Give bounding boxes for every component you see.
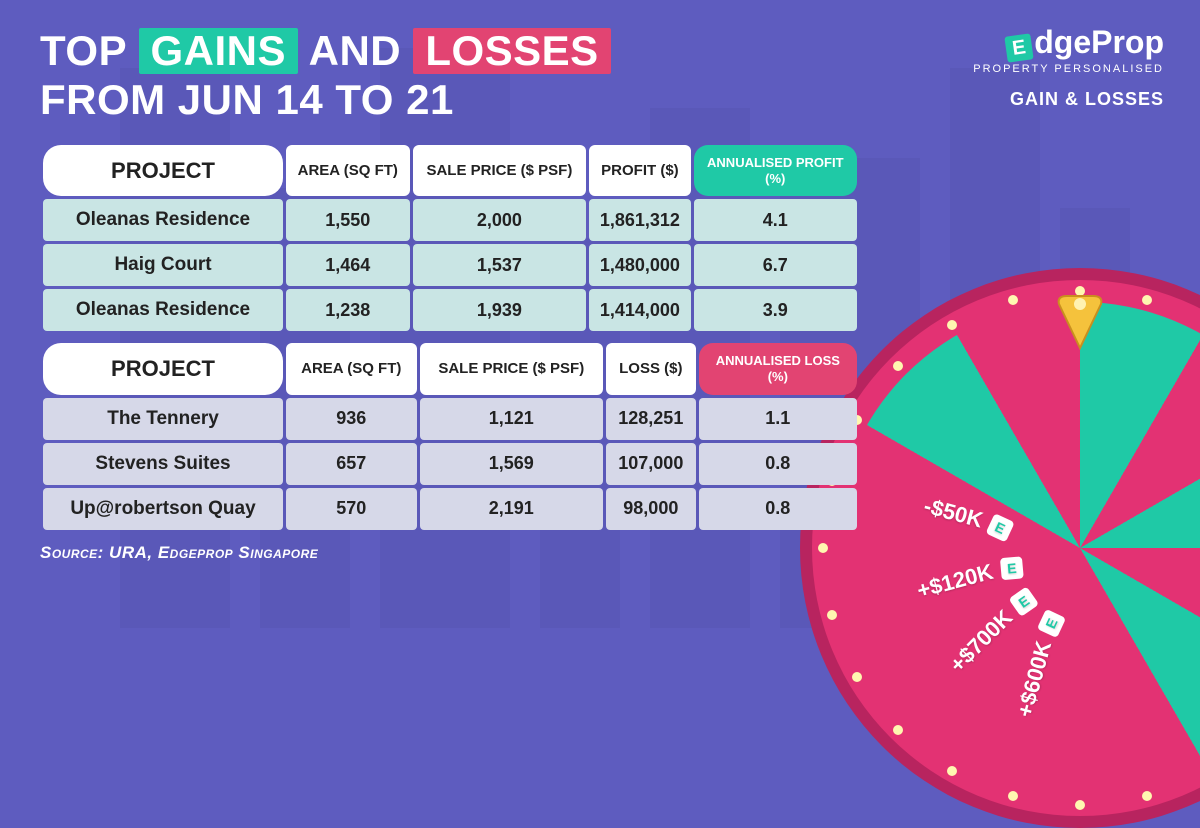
title-mid: AND [309, 27, 402, 74]
gains-row-0-project: Oleanas Residence [43, 199, 283, 241]
gains-row-2-price: 1,939 [413, 289, 587, 331]
losses-row-0-ann: 1.1 [699, 398, 857, 440]
gains-header-1: AREA (SQ FT) [286, 145, 410, 196]
losses-row-1-project: Stevens Suites [43, 443, 283, 485]
gains-row-0-profit: 1,861,312 [589, 199, 690, 241]
gains-row-1-ann: 6.7 [694, 244, 857, 286]
wheel-dot [893, 725, 903, 735]
gains-row-1-profit: 1,480,000 [589, 244, 690, 286]
losses-header-2: SALE PRICE ($ PSF) [420, 343, 604, 394]
wheel-dot [1142, 791, 1152, 801]
losses-row-0-project: The Tennery [43, 398, 283, 440]
brand-logo: EdgeProp [973, 24, 1164, 61]
brand-logo-icon: E [1005, 33, 1034, 62]
gains-row-2-profit: 1,414,000 [589, 289, 690, 331]
title-pre: TOP [40, 27, 126, 74]
losses-row-0-area: 936 [286, 398, 417, 440]
wheel-dot [1075, 800, 1085, 810]
gains-row-1-price: 1,537 [413, 244, 587, 286]
wheel-dot [852, 672, 862, 682]
wheel-dot [827, 610, 837, 620]
losses-row-2-ann: 0.8 [699, 488, 857, 530]
losses-header-0: PROJECT [43, 343, 283, 394]
source-line: Source: URA, Edgeprop Singapore [40, 543, 1160, 563]
losses-row-1-profit: 107,000 [606, 443, 696, 485]
losses-row-0-price: 1,121 [420, 398, 604, 440]
gains-row-1-project: Haig Court [43, 244, 283, 286]
gains-row-2-ann: 3.9 [694, 289, 857, 331]
gains-row-0-ann: 4.1 [694, 199, 857, 241]
losses-row-0-profit: 128,251 [606, 398, 696, 440]
losses-header-4: ANNUALISED LOSS(%) [699, 343, 857, 394]
gains-row-1-area: 1,464 [286, 244, 410, 286]
gains-header-3: PROFIT ($) [589, 145, 690, 196]
losses-row-2-project: Up@robertson Quay [43, 488, 283, 530]
gains-row-2-project: Oleanas Residence [43, 289, 283, 331]
losses-row-1-price: 1,569 [420, 443, 604, 485]
gains-header-2: SALE PRICE ($ PSF) [413, 145, 587, 196]
losses-row-2-area: 570 [286, 488, 417, 530]
brand-block: EdgeProp PROPERTY PERSONALISED GAIN & LO… [973, 24, 1164, 110]
losses-row-1-area: 657 [286, 443, 417, 485]
losses-row-1-ann: 0.8 [699, 443, 857, 485]
gains-row-0-area: 1,550 [286, 199, 410, 241]
gains-header-4: ANNUALISED PROFIT(%) [694, 145, 857, 196]
losses-table: PROJECTAREA (SQ FT)SALE PRICE ($ PSF)LOS… [40, 340, 860, 532]
losses-row-2-price: 2,191 [420, 488, 604, 530]
wheel-dot [947, 766, 957, 776]
losses-header-3: LOSS ($) [606, 343, 696, 394]
title-losses-chip: LOSSES [413, 28, 610, 74]
title-gains-chip: GAINS [139, 28, 299, 74]
gains-table: PROJECTAREA (SQ FT)SALE PRICE ($ PSF)PRO… [40, 142, 860, 334]
gains-row-2-area: 1,238 [286, 289, 410, 331]
brand-tagline: PROPERTY PERSONALISED [973, 63, 1164, 75]
brand-name: dgeProp [1034, 24, 1164, 60]
gains-header-0: PROJECT [43, 145, 283, 196]
losses-header-1: AREA (SQ FT) [286, 343, 417, 394]
losses-row-2-profit: 98,000 [606, 488, 696, 530]
brand-section: GAIN & LOSSES [973, 89, 1164, 110]
gains-row-0-price: 2,000 [413, 199, 587, 241]
tables-area: PROJECTAREA (SQ FT)SALE PRICE ($ PSF)PRO… [40, 142, 860, 532]
